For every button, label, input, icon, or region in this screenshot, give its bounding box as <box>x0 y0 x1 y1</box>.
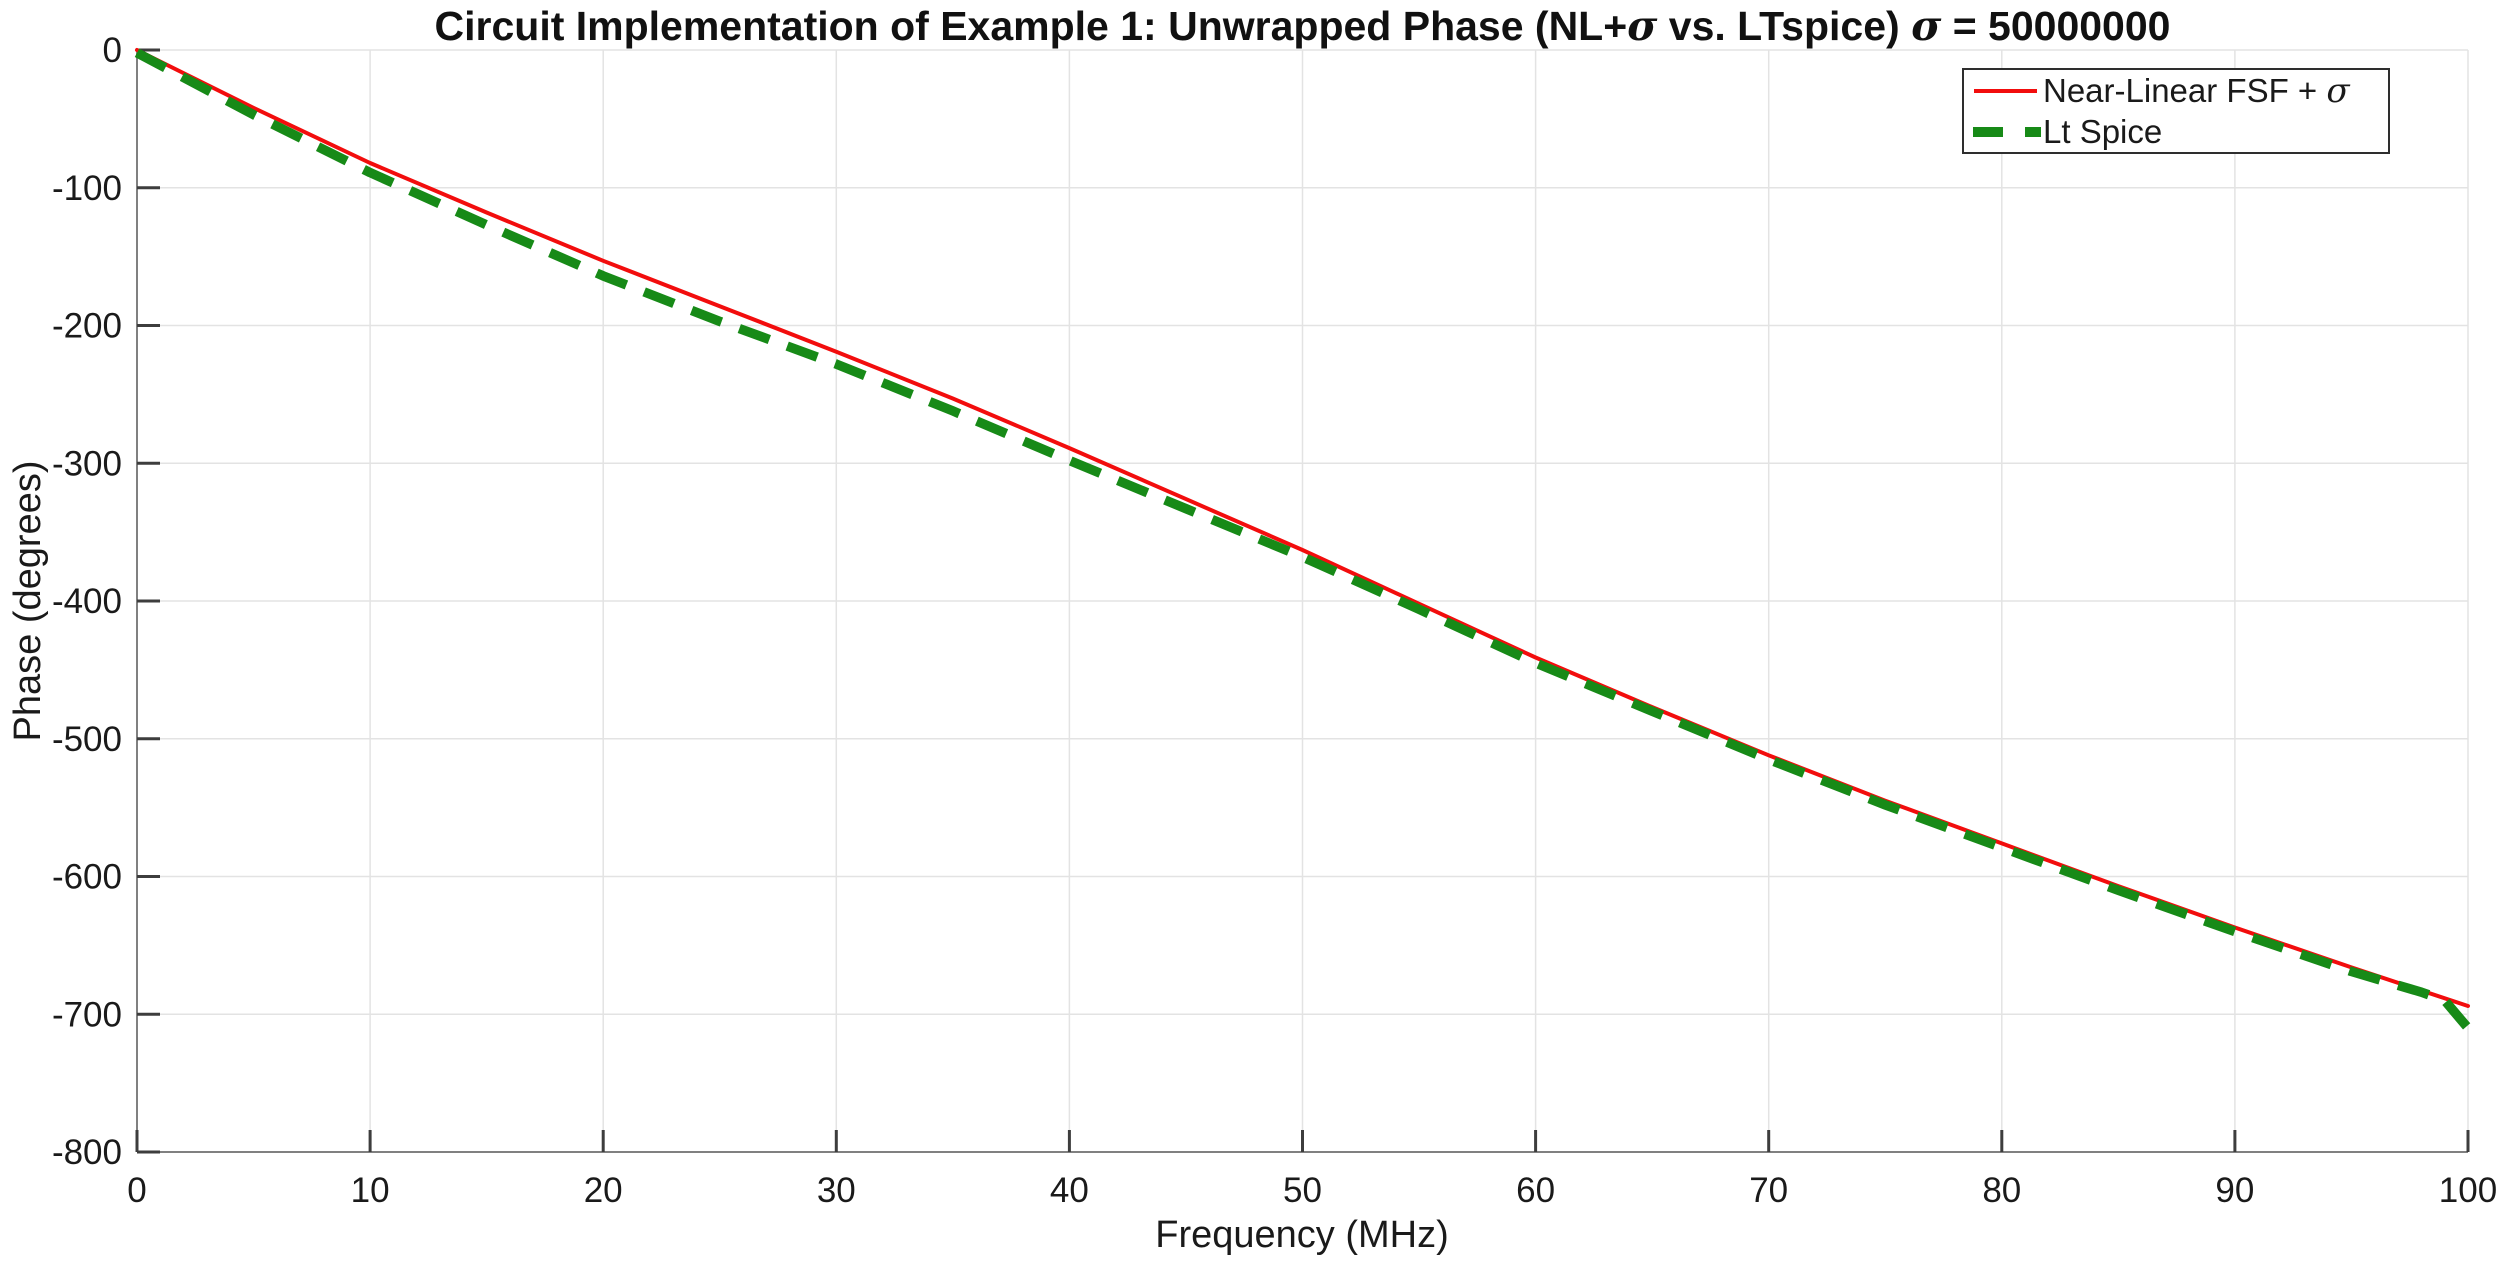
axis-layer: 0 10 20 30 40 50 60 70 80 90 100 0 -100 -200 -300 -400 -… <box>52 31 2497 1210</box>
legend-box: Near-Linear FSF + σ Lt Spice <box>1962 68 2390 154</box>
y-tick-label: -300 <box>52 444 122 483</box>
y-tick-label: -600 <box>52 858 122 897</box>
y-tick-label: -400 <box>52 582 122 621</box>
legend-entry-near-linear: Near-Linear FSF + σ <box>1964 70 2388 111</box>
x-axis-label: Frequency (MHz) <box>1155 1214 1449 1256</box>
y-tick-label: -200 <box>52 307 122 346</box>
legend-label-text: Lt Spice <box>2043 113 2163 150</box>
x-tick-label: 50 <box>1283 1171 1322 1210</box>
y-tick-label: -800 <box>52 1133 122 1172</box>
legend-label: Near-Linear FSF + σ <box>2043 74 2350 108</box>
x-tick-label: 70 <box>1749 1171 1788 1210</box>
x-tick-label: 0 <box>127 1171 146 1210</box>
x-tick-label: 90 <box>2215 1171 2254 1210</box>
sigma-symbol: σ <box>1627 2 1658 50</box>
legend-label: Lt Spice <box>2043 115 2162 148</box>
y-tick-label: -100 <box>52 169 122 208</box>
legend-label-text: Near-Linear FSF + <box>2043 71 2327 109</box>
grid-layer <box>136 49 2469 1153</box>
x-tick-label: 30 <box>817 1171 856 1210</box>
y-tick-label: -700 <box>52 995 122 1034</box>
series-line-ltspice <box>134 48 2472 1032</box>
series-layer <box>134 48 2472 1032</box>
x-tick-label: 10 <box>351 1171 390 1210</box>
chart-title: Circuit Implementation of Example 1: Unw… <box>137 2 2468 50</box>
sigma-symbol: σ <box>1911 2 1942 50</box>
x-tick-label: 60 <box>1516 1171 1555 1210</box>
chart-title-text: Circuit Implementation of Example 1: Unw… <box>434 3 1628 49</box>
y-tick-label: -500 <box>52 720 122 759</box>
y-tick-label: 0 <box>103 31 122 70</box>
x-tick-label: 40 <box>1050 1171 1089 1210</box>
legend-entry-ltspice: Lt Spice <box>1964 111 2388 152</box>
x-tick-label: 20 <box>584 1171 623 1210</box>
sigma-symbol: σ <box>2326 70 2350 111</box>
legend-line-sample-dashed <box>1973 126 2041 137</box>
y-axis-label: Phase (degrees) <box>7 461 49 742</box>
chart-title-text: = 50000000 <box>1941 3 2171 49</box>
chart-title-text: vs. LTspice) <box>1657 3 1912 49</box>
x-tick-label: 80 <box>1982 1171 2021 1210</box>
legend-line-sample-solid <box>1974 88 2037 93</box>
x-tick-label: 100 <box>2439 1171 2497 1210</box>
